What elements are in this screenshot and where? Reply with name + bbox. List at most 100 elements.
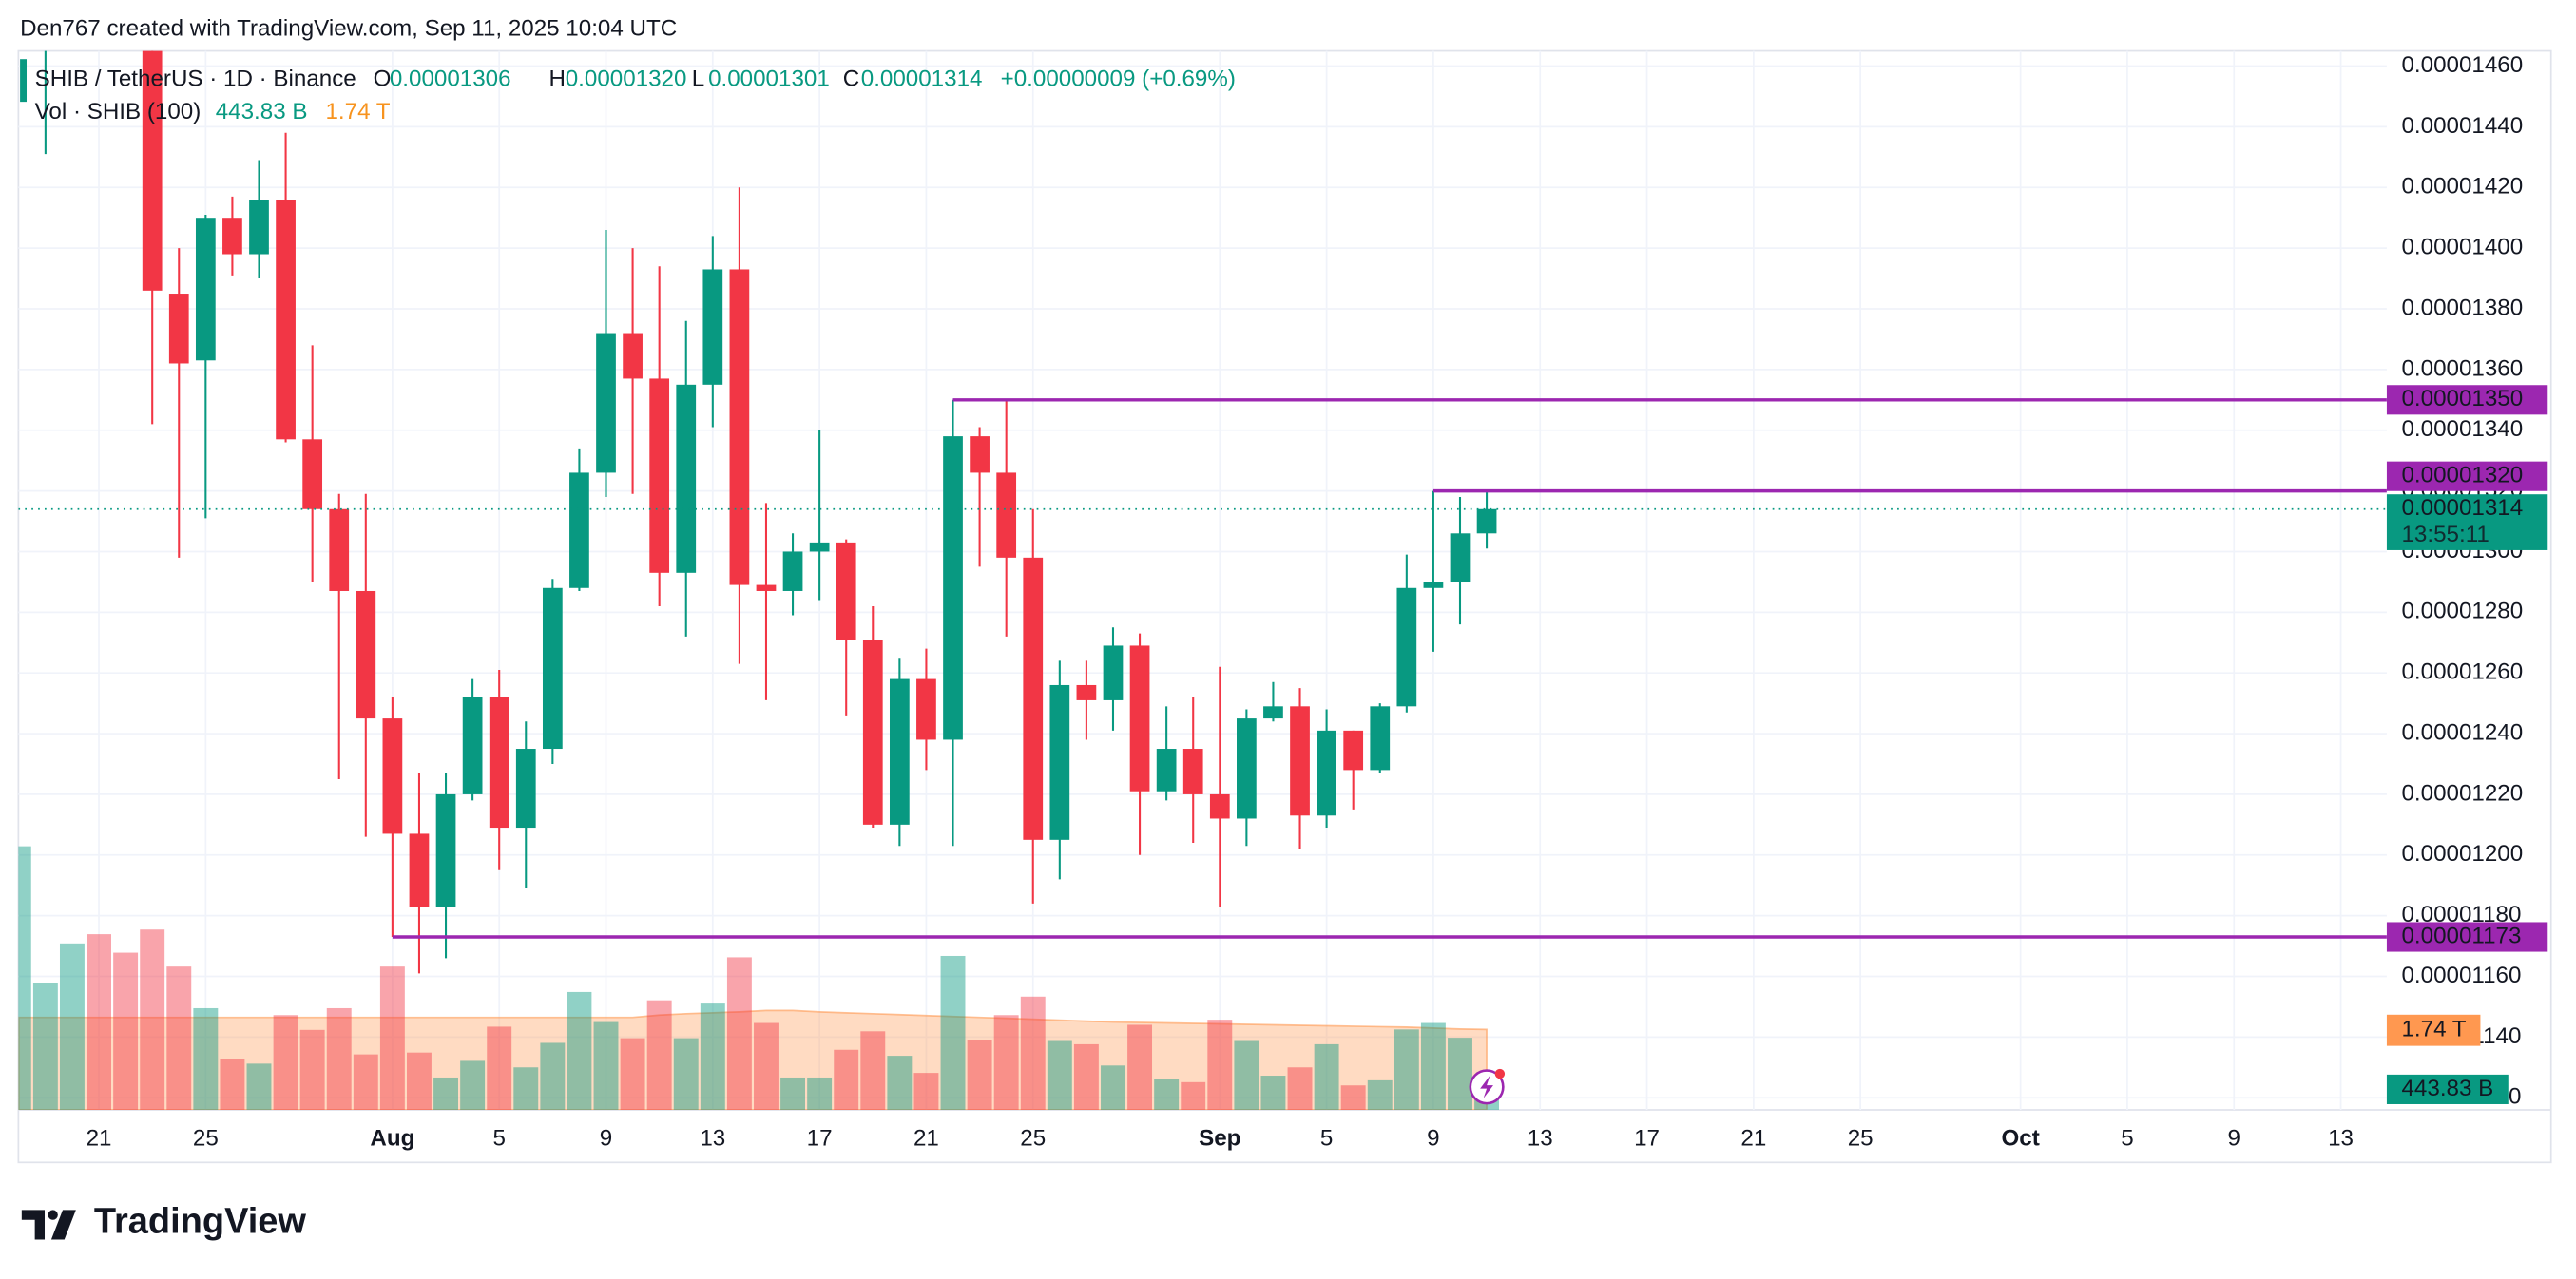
x-tick-label: 13: [700, 1126, 725, 1152]
candle-body: [1049, 684, 1070, 840]
x-tick-label: 5: [2121, 1126, 2133, 1152]
volume-bar: [1234, 1040, 1259, 1111]
candle-body: [222, 218, 242, 255]
candle-body: [676, 384, 697, 573]
candle-body: [1343, 730, 1364, 771]
candle-body: [515, 749, 536, 829]
candle-body: [462, 697, 483, 794]
volume-ma-label: 1.74 T: [2401, 1017, 2466, 1042]
candle-body: [409, 833, 430, 907]
candle-body: [1237, 718, 1257, 819]
volume-bar: [379, 966, 405, 1111]
candle-body: [1476, 508, 1497, 534]
volume-bar: [993, 1015, 1019, 1111]
candle-body: [916, 678, 936, 740]
volume-bar: [754, 1022, 779, 1111]
candle-body: [623, 333, 643, 379]
volume-bar: [353, 1054, 378, 1111]
volume-bar: [1340, 1085, 1366, 1111]
candle-body: [142, 50, 163, 291]
candle-body: [1103, 645, 1124, 700]
volume-badge: [2386, 1074, 2509, 1104]
lightning-icon: [1469, 1068, 1506, 1105]
open-label: O: [374, 67, 392, 92]
x-tick-label: 9: [2228, 1126, 2240, 1152]
volume-bar: [87, 934, 111, 1111]
brand-logo: [21, 1210, 76, 1240]
volume-bar: [860, 1031, 886, 1111]
candle-body: [702, 269, 723, 385]
candle-body: [1209, 793, 1230, 819]
symbol: SHIB / TetherUS · 1D · Binance: [35, 67, 356, 92]
volume-bar: [834, 1049, 859, 1111]
last-price-label: 0.00001314: [2401, 495, 2523, 521]
candle-body: [302, 439, 323, 509]
legend-row: SHIB / TetherUS · 1D · Binance O 0.00001…: [35, 67, 1236, 92]
level-label: 0.00001350: [2401, 386, 2523, 411]
volume-bar: [700, 1003, 725, 1111]
volume-bar: [807, 1077, 833, 1111]
series-marker: [20, 59, 28, 103]
volume-bar: [1260, 1076, 1286, 1111]
volume-bar: [113, 952, 139, 1111]
close-label: C: [843, 67, 859, 92]
candle-body: [1263, 706, 1283, 719]
candle-body: [1450, 533, 1471, 582]
volume-ma-area: [18, 1009, 1488, 1111]
grid: [18, 50, 2387, 1111]
candle-body: [1423, 582, 1444, 588]
volume-bar: [780, 1077, 806, 1111]
volume-bar: [1287, 1067, 1313, 1111]
y-tick-label: 0.00001360: [2401, 355, 2523, 381]
y-tick-label: 0.00001420: [2401, 174, 2523, 200]
volume-bar: [1101, 1065, 1125, 1111]
volume-bar: [193, 1007, 219, 1111]
volume-bar: [540, 1042, 566, 1111]
open-value: 0.00001306: [390, 67, 511, 92]
volume-bar: [1127, 1024, 1153, 1111]
level-label: 0.00001320: [2401, 463, 2523, 488]
volume-bar: [1314, 1043, 1339, 1111]
volume-bar: [220, 1059, 245, 1111]
y-tick-label: 0.00001460: [2401, 52, 2523, 78]
candle-body: [1076, 684, 1097, 700]
candle-body: [1370, 706, 1391, 771]
high-label: H: [548, 67, 565, 92]
volume-bar: [18, 846, 31, 1111]
volume-bar: [646, 1000, 672, 1111]
candle-body: [542, 587, 563, 750]
low-label: L: [692, 67, 704, 92]
candle-body: [195, 218, 216, 361]
volume-ma-value: 1.74 T: [325, 100, 390, 125]
level-badge: [2386, 922, 2548, 952]
volume-bar: [273, 1015, 298, 1111]
volume-bar: [1154, 1079, 1180, 1111]
last-price-badge: [2386, 494, 2548, 550]
x-tick-label: 21: [1740, 1126, 1766, 1152]
y-tick-label: 0.00001220: [2401, 780, 2523, 806]
candle-body: [1023, 557, 1044, 840]
volume-value: 443.83 B: [216, 100, 308, 125]
candle-body: [168, 294, 189, 364]
volume-bar: [673, 1038, 699, 1111]
candle-body: [862, 640, 883, 825]
volume-bar: [913, 1073, 939, 1111]
brand-name: TradingView: [94, 1201, 307, 1241]
candle-body: [782, 551, 803, 591]
y-tick-label: 0.00001380: [2401, 295, 2523, 320]
volume-bar: [1420, 1022, 1446, 1111]
volume-bar: [1020, 996, 1046, 1111]
x-tick-label: 25: [1848, 1126, 1874, 1152]
x-tick-label: 13: [1528, 1126, 1553, 1152]
x-tick-label: 21: [913, 1126, 939, 1152]
candle-body: [1156, 749, 1177, 792]
volume-label: Vol · SHIB (100): [35, 100, 202, 125]
volume-bar: [967, 1040, 992, 1111]
level-badge: [2386, 385, 2548, 415]
x-tick-label: 17: [807, 1126, 833, 1152]
x-tick-label: 5: [1320, 1126, 1333, 1152]
candle-body: [435, 793, 456, 907]
volume-bar: [726, 957, 752, 1111]
candle-body: [970, 436, 990, 473]
